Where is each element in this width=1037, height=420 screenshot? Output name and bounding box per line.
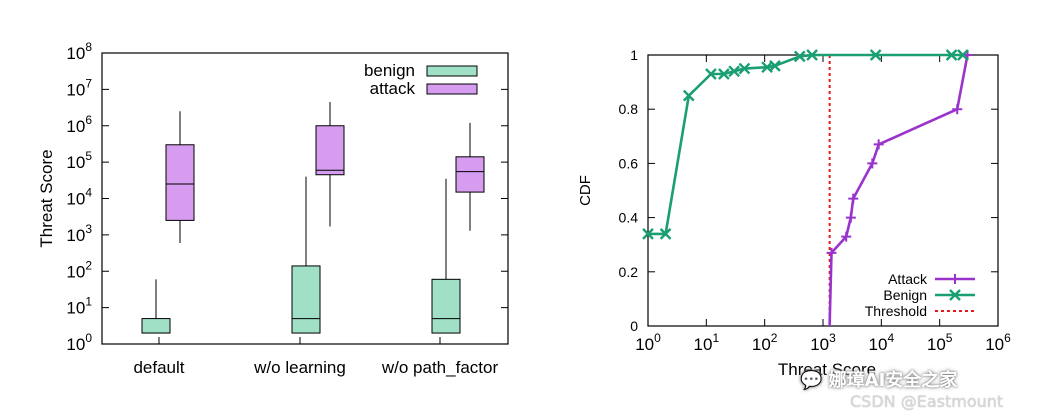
benign-point — [869, 49, 882, 61]
y-axis-label: CDF — [577, 175, 594, 206]
x-tick-label: 102 — [752, 331, 778, 354]
benign-point — [738, 62, 751, 75]
attack-box — [455, 156, 485, 193]
legend-marker-attack — [950, 274, 960, 284]
benign-series-line — [648, 53, 963, 236]
attack-point — [841, 231, 852, 242]
y-tick-label: 104 — [66, 186, 92, 209]
x-tick-label: 101 — [694, 331, 720, 354]
benign-point — [957, 49, 969, 61]
x-tick-label: 105 — [927, 331, 953, 354]
legend-label-benign: Benign — [883, 287, 927, 303]
benign-box — [291, 265, 321, 334]
watermark-csdn: CSDN @Eastmount — [850, 392, 1004, 411]
benign-point — [769, 59, 781, 72]
y-axis-label: Threat Score — [37, 149, 56, 247]
attack-box — [315, 125, 345, 176]
y-tick-label: 1 — [630, 47, 638, 63]
attack-box — [165, 144, 195, 221]
legend-label-threshold: Threshold — [865, 303, 927, 319]
legend-marker-benign — [949, 289, 961, 301]
x-tick-label: w/o path_factor — [381, 358, 499, 377]
y-tick-label: 0.8 — [619, 101, 639, 117]
legend-label-benign: benign — [364, 61, 415, 80]
benign-point — [945, 49, 958, 61]
attack-point — [873, 139, 884, 150]
y-tick-label: 105 — [66, 149, 92, 172]
x-tick-label: 103 — [810, 331, 836, 354]
y-tick-label: 0.2 — [619, 264, 639, 280]
x-tick-label: 100 — [635, 331, 661, 354]
attack-point — [826, 247, 837, 258]
benign-point — [659, 228, 672, 240]
attack-point — [845, 212, 856, 223]
x-tick-label: 106 — [985, 331, 1011, 354]
watermark-logo: 💬 娜璋AI安全之家 — [800, 370, 958, 391]
attack-point — [848, 193, 859, 204]
x-axis-label: Threat Score — [778, 360, 876, 379]
benign-box — [431, 278, 461, 334]
benign-point — [705, 68, 717, 80]
plot-frame — [647, 54, 999, 327]
legend-swatch-attack — [426, 83, 478, 95]
y-tick-label: 0.4 — [619, 210, 639, 226]
attack-point — [867, 158, 878, 169]
x-tick-label: 104 — [869, 331, 895, 354]
benign-point — [728, 65, 741, 78]
y-tick-label: 0.6 — [619, 155, 639, 171]
y-tick-label: 108 — [66, 40, 92, 63]
benign-point — [642, 228, 654, 240]
y-tick-label: 101 — [66, 295, 92, 318]
legend-swatch-benign — [426, 65, 478, 77]
benign-point — [793, 50, 806, 63]
cdf-chart: 0 0.2 0.4 0.6 0.8 1 100 101 102 103 104 105 106 CDF Th… — [577, 47, 1011, 379]
benign-point — [718, 68, 730, 80]
x-tick-label: default — [133, 358, 184, 377]
y-tick-label: 103 — [66, 222, 92, 245]
y-tick-label: 0 — [630, 318, 638, 334]
box-plot-chart: 100 101 102 103 104 105 106 107 108 Threat Score d… — [37, 40, 509, 377]
legend-label-attack: Attack — [888, 271, 928, 287]
y-tick-label: 102 — [66, 258, 92, 281]
benign-point — [682, 89, 695, 102]
y-tick-label: 107 — [66, 76, 92, 99]
y-tick-label: 100 — [66, 331, 92, 354]
legend-label-attack: attack — [370, 79, 416, 98]
attack-point — [952, 104, 963, 115]
benign-point — [806, 49, 818, 61]
x-tick-label: w/o learning — [253, 358, 346, 377]
y-tick-label: 106 — [66, 113, 92, 136]
benign-box — [141, 318, 171, 334]
